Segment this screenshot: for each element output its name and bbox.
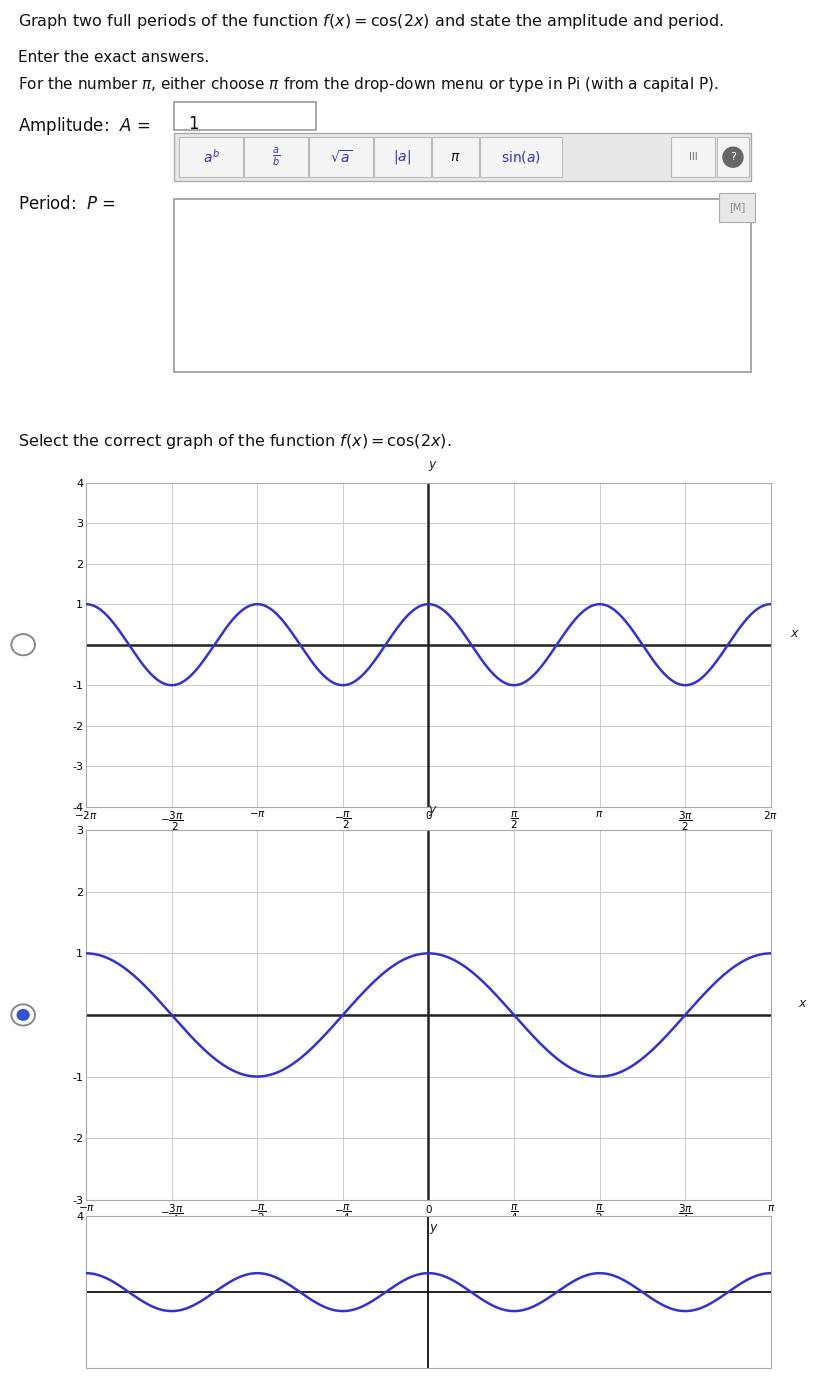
- Text: $|a|$: $|a|$: [393, 148, 411, 167]
- Text: $\sqrt{a}$: $\sqrt{a}$: [329, 149, 352, 165]
- FancyBboxPatch shape: [174, 200, 750, 371]
- FancyBboxPatch shape: [174, 134, 750, 181]
- FancyBboxPatch shape: [373, 137, 431, 178]
- Text: Select the correct graph of the function $f(x) = \cos(2x)$.: Select the correct graph of the function…: [18, 432, 450, 451]
- FancyBboxPatch shape: [244, 137, 308, 178]
- Text: ?: ?: [729, 152, 735, 163]
- Text: Enter the exact answers.: Enter the exact answers.: [18, 50, 209, 65]
- Text: $x$: $x$: [797, 997, 807, 1009]
- FancyBboxPatch shape: [309, 137, 373, 178]
- FancyBboxPatch shape: [432, 137, 478, 178]
- Text: Period:  $P$ =: Period: $P$ =: [18, 196, 116, 214]
- Text: $y$: $y$: [428, 459, 437, 473]
- FancyBboxPatch shape: [479, 137, 561, 178]
- Circle shape: [16, 1009, 29, 1020]
- FancyBboxPatch shape: [174, 102, 315, 130]
- Text: $\frac{a}{b}$: $\frac{a}{b}$: [272, 146, 280, 168]
- Text: Amplitude:  $A$ =: Amplitude: $A$ =: [18, 116, 150, 137]
- Circle shape: [722, 148, 742, 167]
- Text: $x$: $x$: [789, 627, 799, 640]
- Text: $a^b$: $a^b$: [202, 149, 219, 167]
- Text: For the number $\pi$, either choose $\pi$ from the drop-down menu or type in Pi : For the number $\pi$, either choose $\pi…: [18, 74, 717, 94]
- FancyBboxPatch shape: [670, 137, 714, 178]
- Text: $y$: $y$: [428, 1222, 438, 1236]
- FancyBboxPatch shape: [179, 137, 242, 178]
- Text: [M]: [M]: [728, 203, 744, 212]
- Text: III: III: [688, 152, 696, 163]
- Text: 1: 1: [188, 116, 198, 134]
- Text: $y$: $y$: [428, 804, 437, 818]
- Text: $\pi$: $\pi$: [450, 150, 460, 164]
- Text: $\sin(a)$: $\sin(a)$: [500, 149, 541, 165]
- FancyBboxPatch shape: [716, 137, 748, 178]
- Text: Graph two full periods of the function $f(x) = \cos(2x)$ and state the amplitude: Graph two full periods of the function $…: [18, 12, 723, 30]
